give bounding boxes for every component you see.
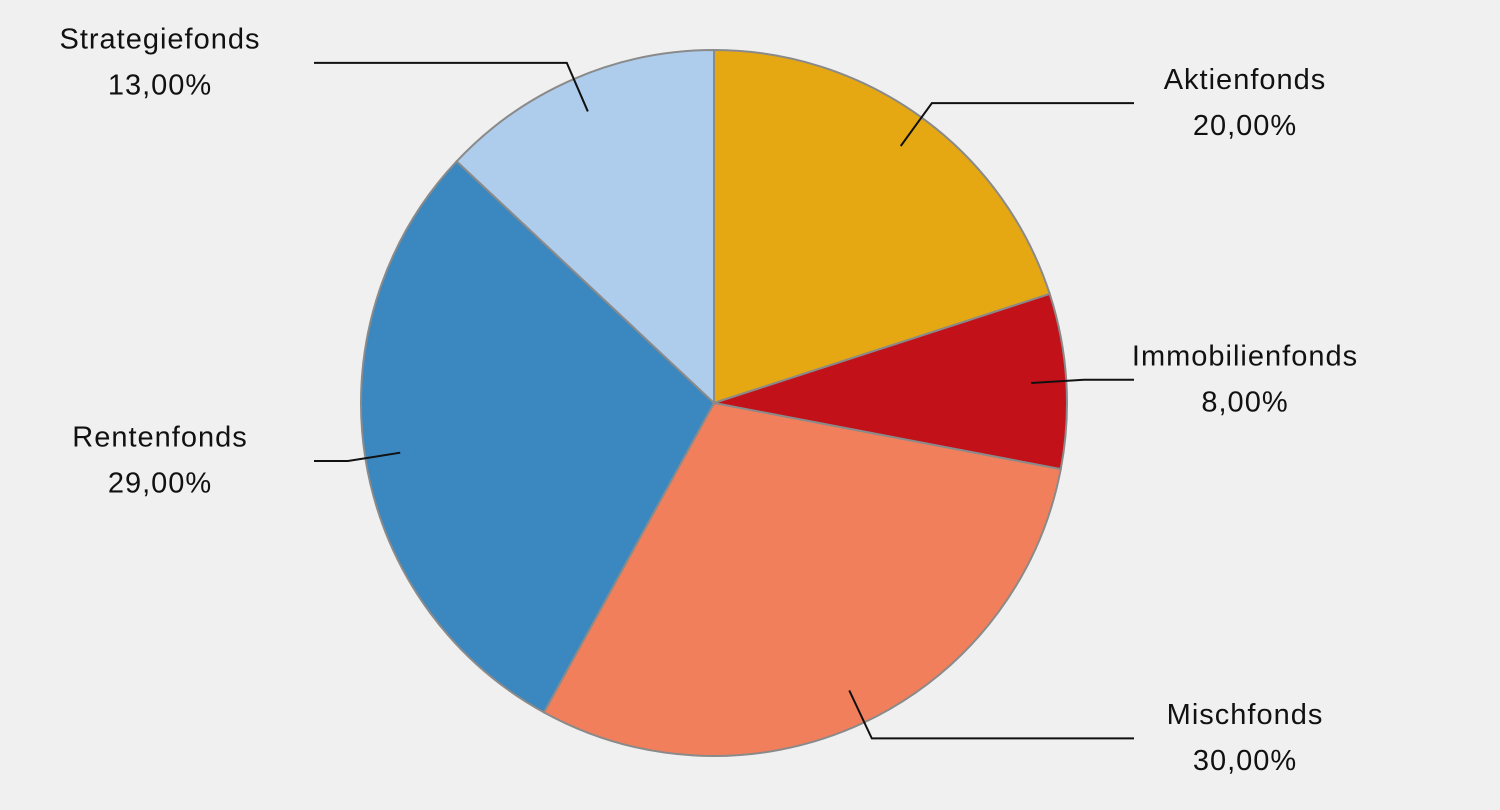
slice-label: Mischfonds <box>1167 699 1324 731</box>
slice-value-label: 20,00% <box>1193 110 1297 142</box>
leader-line <box>314 451 401 462</box>
slice-label: Strategiefonds <box>59 23 260 55</box>
slice-value-label: 8,00% <box>1201 386 1288 418</box>
leader-line <box>848 690 1134 740</box>
slice-label: Aktienfonds <box>1164 64 1327 96</box>
slice-value-label: 29,00% <box>108 468 212 500</box>
leader-line <box>899 102 1134 147</box>
slice-value-label: 30,00% <box>1193 745 1297 777</box>
slice-label: Immobilienfonds <box>1132 340 1358 372</box>
leader-line <box>314 61 589 112</box>
slice-label: Rentenfonds <box>72 422 247 454</box>
leader-line <box>1031 378 1134 385</box>
slice-value-label: 13,00% <box>108 69 212 101</box>
